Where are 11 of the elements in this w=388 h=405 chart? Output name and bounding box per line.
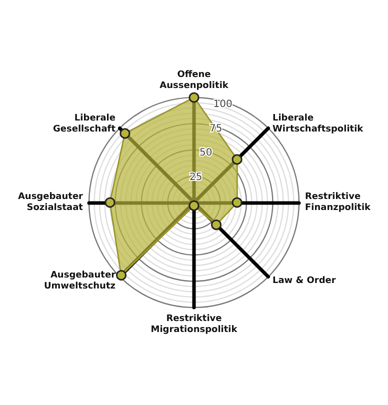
spoke-label: Liberale Wirtschaftspolitik — [272, 114, 364, 135]
y-tick-label: 25 — [189, 172, 202, 183]
spoke-label: Ausgebauter Sozialstaat — [18, 192, 84, 213]
spoke-label: Restriktive Finanzpolitik — [305, 192, 372, 213]
spoke-label: Liberale Gesellschaft — [52, 114, 116, 135]
spoke-label: Offene Aussenpolitik — [160, 70, 230, 91]
spoke-label: Restriktive Migrationspolitik — [150, 314, 238, 335]
y-tick-label: 100 — [213, 99, 232, 110]
y-tick-label: 50 — [200, 148, 212, 159]
spoke-label: Ausgebauter Umweltschutz — [44, 270, 116, 292]
spoke-label: Law & Order — [272, 276, 336, 286]
